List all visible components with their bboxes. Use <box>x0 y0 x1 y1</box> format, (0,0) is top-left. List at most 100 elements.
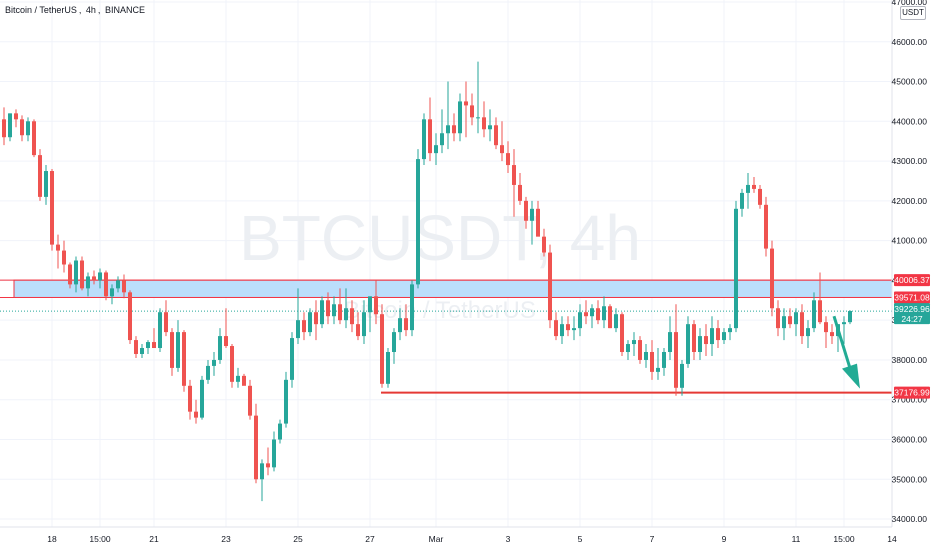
currency-badge[interactable]: USDT <box>900 6 926 20</box>
candle-body[interactable] <box>116 280 120 289</box>
candle-body[interactable] <box>224 336 228 347</box>
candle-body[interactable] <box>602 306 606 321</box>
candle-body[interactable] <box>710 328 714 345</box>
candle-body[interactable] <box>296 320 300 339</box>
candle-body[interactable] <box>194 411 198 418</box>
candle-body[interactable] <box>182 332 186 386</box>
candle-body[interactable] <box>380 314 384 384</box>
candle-body[interactable] <box>98 272 102 281</box>
candle-body[interactable] <box>458 101 462 134</box>
candle-body[interactable] <box>476 117 480 119</box>
candle-body[interactable] <box>20 119 24 136</box>
level-tag-37176[interactable]: 37176.99 <box>894 388 930 398</box>
candle-body[interactable] <box>152 342 156 349</box>
projection-arrow-shaft[interactable] <box>832 315 854 376</box>
candle-body[interactable] <box>584 312 588 317</box>
candle-body[interactable] <box>446 125 450 134</box>
candle-body[interactable] <box>614 314 618 329</box>
candle-body[interactable] <box>290 338 294 380</box>
candle-body[interactable] <box>482 117 486 130</box>
candle-body[interactable] <box>368 296 372 313</box>
projection-arrow-head[interactable] <box>842 363 860 389</box>
candle-body[interactable] <box>428 119 432 154</box>
candle-body[interactable] <box>734 208 738 329</box>
candle-body[interactable] <box>284 379 288 424</box>
candle-body[interactable] <box>350 308 354 325</box>
candle-body[interactable] <box>104 272 108 297</box>
level-tag-39571[interactable]: 39571.08 <box>894 292 930 302</box>
candle-body[interactable] <box>200 379 204 418</box>
candle-body[interactable] <box>698 336 702 352</box>
candle-body[interactable] <box>68 264 72 285</box>
candle-body[interactable] <box>260 463 264 480</box>
candle-body[interactable] <box>110 288 114 297</box>
candle-body[interactable] <box>500 145 504 154</box>
candle-body[interactable] <box>692 324 696 352</box>
candle-body[interactable] <box>146 342 150 349</box>
candle-body[interactable] <box>494 125 498 146</box>
candle-body[interactable] <box>596 308 600 321</box>
candle-body[interactable] <box>248 385 252 416</box>
candle-body[interactable] <box>782 316 786 329</box>
candle-body[interactable] <box>518 184 522 201</box>
candle-body[interactable] <box>128 292 132 341</box>
candle-body[interactable] <box>254 415 258 480</box>
candle-body[interactable] <box>374 296 378 315</box>
candle-body[interactable] <box>218 336 222 360</box>
candle-body[interactable] <box>650 351 654 372</box>
candle-body[interactable] <box>62 250 66 265</box>
candle-body[interactable] <box>488 125 492 130</box>
candle-body[interactable] <box>452 125 456 134</box>
candle-body[interactable] <box>188 385 192 412</box>
candle-body[interactable] <box>392 332 396 352</box>
candle-body[interactable] <box>266 463 270 468</box>
candle-body[interactable] <box>812 300 816 329</box>
candle-body[interactable] <box>704 336 708 345</box>
candle-body[interactable] <box>788 316 792 325</box>
candle-body[interactable] <box>530 208 534 221</box>
candle-body[interactable] <box>536 208 540 237</box>
candle-body[interactable] <box>308 312 312 333</box>
candle-body[interactable] <box>50 171 54 245</box>
candle-body[interactable] <box>662 351 666 368</box>
candle-body[interactable] <box>674 332 678 388</box>
candle-body[interactable] <box>38 155 42 197</box>
candle-body[interactable] <box>320 300 324 325</box>
candle-body[interactable] <box>722 332 726 341</box>
candle-body[interactable] <box>746 184 750 193</box>
candle-body[interactable] <box>32 121 36 156</box>
candle-body[interactable] <box>560 324 564 337</box>
candle-body[interactable] <box>326 300 330 317</box>
candle-body[interactable] <box>410 284 414 331</box>
candle-body[interactable] <box>122 280 126 293</box>
candle-body[interactable] <box>26 121 30 136</box>
candle-body[interactable] <box>794 312 798 325</box>
candle-body[interactable] <box>212 359 216 366</box>
candle-body[interactable] <box>848 311 852 323</box>
candle-body[interactable] <box>176 332 180 368</box>
candle-body[interactable] <box>398 318 402 333</box>
candle-body[interactable] <box>572 328 576 331</box>
candle-body[interactable] <box>644 351 648 360</box>
last-price-tag-bg[interactable] <box>894 303 930 325</box>
level-tag-40006[interactable]: 40006.37 <box>894 275 930 285</box>
candle-body[interactable] <box>416 159 420 285</box>
candle-body[interactable] <box>818 300 822 323</box>
candle-body[interactable] <box>668 332 672 352</box>
candle-body[interactable] <box>14 113 18 120</box>
candle-body[interactable] <box>506 153 510 166</box>
candle-body[interactable] <box>170 332 174 368</box>
candle-body[interactable] <box>800 312 804 337</box>
candle-body[interactable] <box>74 260 78 285</box>
candle-body[interactable] <box>332 304 336 317</box>
candle-body[interactable] <box>758 188 762 205</box>
candle-body[interactable] <box>464 101 468 106</box>
candle-body[interactable] <box>302 320 306 333</box>
candle-body[interactable] <box>620 314 624 352</box>
candle-body[interactable] <box>824 322 828 333</box>
candle-body[interactable] <box>680 363 684 388</box>
candle-body[interactable] <box>140 348 144 354</box>
candle-body[interactable] <box>356 324 360 337</box>
candle-body[interactable] <box>92 276 96 281</box>
candle-body[interactable] <box>554 320 558 337</box>
